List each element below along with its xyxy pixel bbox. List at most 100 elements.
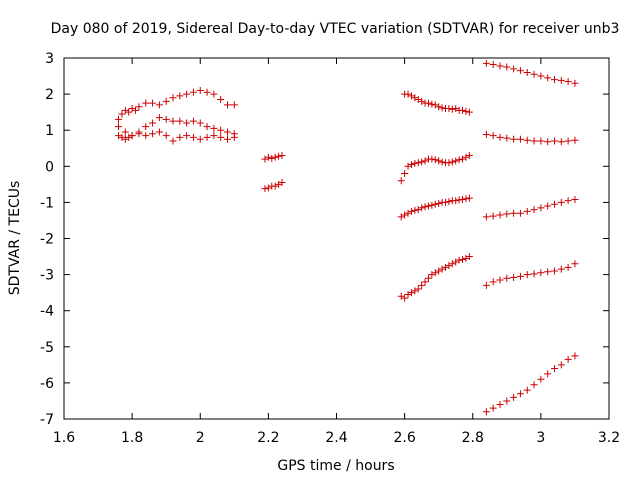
- data-point: [176, 92, 184, 100]
- data-point: [414, 285, 422, 293]
- data-point: [571, 79, 579, 87]
- data-point: [162, 132, 170, 140]
- data-point: [523, 68, 531, 76]
- chart-title: Day 080 of 2019, Sidereal Day-to-day VTE…: [51, 21, 620, 37]
- series-arc-d4: [482, 260, 579, 289]
- data-point: [261, 155, 269, 163]
- data-point: [516, 390, 524, 398]
- y-tick-label: -2: [40, 232, 54, 248]
- data-point: [544, 370, 552, 378]
- data-point: [397, 177, 405, 185]
- data-point: [268, 154, 276, 162]
- data-point: [431, 156, 439, 164]
- data-point: [523, 386, 531, 394]
- data-point: [465, 253, 473, 261]
- data-point: [452, 258, 460, 266]
- data-point: [224, 135, 231, 143]
- data-point: [462, 107, 470, 115]
- data-point: [162, 97, 170, 105]
- data-point: [418, 97, 426, 105]
- data-point: [503, 397, 511, 405]
- series-arc-c2: [397, 151, 473, 185]
- data-point: [196, 135, 204, 143]
- data-point: [142, 99, 150, 107]
- x-tick-label: 3: [536, 430, 545, 446]
- data-point: [510, 65, 518, 73]
- data-point: [115, 132, 122, 140]
- series-arc-d2: [482, 131, 579, 146]
- data-point: [407, 289, 415, 297]
- data-point: [510, 273, 518, 281]
- data-point: [428, 100, 436, 108]
- data-point: [142, 123, 150, 131]
- data-point: [438, 104, 446, 112]
- data-point: [404, 209, 412, 217]
- data-point: [448, 260, 456, 268]
- data-point: [404, 90, 412, 98]
- data-point: [516, 135, 524, 143]
- data-point: [230, 101, 238, 109]
- data-point: [445, 262, 453, 270]
- y-tick-label: -1: [40, 195, 54, 211]
- data-point: [224, 128, 231, 136]
- data-point: [217, 133, 225, 141]
- data-point: [496, 211, 504, 219]
- plot-frame: [63, 57, 610, 420]
- data-point: [442, 198, 449, 206]
- data-point: [496, 276, 504, 284]
- data-point: [414, 159, 422, 167]
- data-point: [564, 77, 572, 85]
- data-point: [210, 132, 218, 140]
- series-arc-c4: [397, 253, 473, 302]
- data-point: [189, 88, 197, 96]
- data-point: [438, 158, 446, 166]
- data-point: [411, 206, 419, 214]
- data-point: [261, 185, 269, 193]
- data-point: [544, 138, 552, 146]
- data-point: [404, 162, 412, 170]
- data-point: [132, 106, 140, 114]
- data-point: [217, 126, 225, 134]
- series-arc-a3: [115, 128, 238, 145]
- data-point: [169, 94, 177, 102]
- data-point: [462, 195, 470, 203]
- data-point: [176, 133, 184, 141]
- series-arc-d1: [482, 59, 579, 87]
- data-point: [128, 105, 136, 113]
- data-point: [121, 135, 129, 143]
- data-point: [482, 59, 490, 67]
- data-point: [271, 182, 279, 190]
- data-point: [523, 136, 531, 144]
- data-point: [424, 274, 432, 282]
- data-point: [189, 117, 197, 125]
- data-point: [189, 133, 197, 141]
- data-point: [557, 138, 565, 146]
- data-point: [496, 133, 504, 141]
- series-arc-d5: [482, 352, 579, 416]
- data-point: [571, 352, 579, 360]
- data-point: [564, 355, 572, 363]
- data-point: [411, 287, 419, 295]
- y-tick-label: 0: [45, 159, 54, 175]
- data-point: [523, 271, 531, 279]
- data-point: [196, 119, 204, 127]
- data-point: [275, 180, 283, 188]
- y-tick-label: 1: [45, 123, 54, 139]
- data-point: [224, 101, 231, 109]
- data-point: [537, 375, 545, 383]
- data-point: [537, 204, 545, 212]
- data-point: [183, 119, 191, 127]
- data-point: [162, 115, 170, 123]
- x-tick-label: 3.2: [598, 430, 620, 446]
- data-point: [445, 105, 453, 113]
- data-point: [503, 134, 511, 142]
- y-tick-label: -3: [40, 268, 54, 284]
- data-point: [125, 108, 133, 116]
- data-point: [510, 393, 518, 401]
- data-point: [496, 62, 504, 70]
- data-point: [459, 155, 467, 163]
- x-tick-label: 2.4: [325, 430, 347, 446]
- data-point: [264, 153, 272, 161]
- data-point: [271, 153, 279, 161]
- data-point: [459, 106, 467, 114]
